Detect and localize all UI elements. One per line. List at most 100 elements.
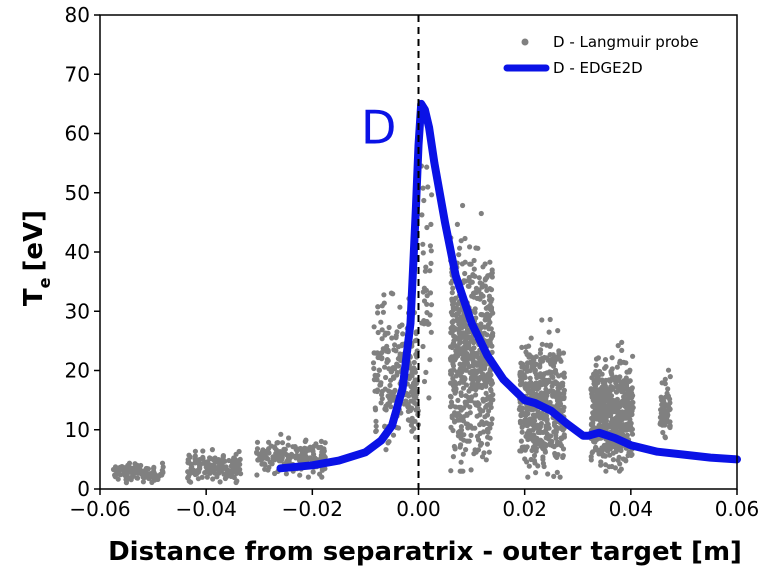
probe-point — [456, 252, 462, 258]
probe-point — [471, 345, 477, 351]
probe-point — [530, 406, 536, 413]
probe-point — [427, 268, 433, 274]
probe-point — [423, 264, 429, 270]
probe-point — [537, 424, 544, 430]
probe-point — [525, 474, 531, 480]
probe-point — [237, 461, 243, 467]
probe-point — [595, 355, 602, 361]
probe-point — [380, 309, 386, 315]
probe-point — [487, 259, 493, 265]
probe-point — [295, 446, 301, 452]
probe-point — [374, 387, 381, 393]
probe-point — [375, 329, 381, 336]
probe-point — [373, 418, 379, 424]
probe-point — [370, 360, 377, 366]
probe-point — [119, 464, 125, 470]
probe-point — [377, 382, 383, 388]
probe-point — [517, 418, 524, 424]
probe-scatter-layer — [110, 163, 673, 486]
probe-point — [387, 382, 393, 388]
probe-point — [471, 294, 477, 300]
probe-point — [455, 353, 461, 359]
x-tick-label: 0.04 — [609, 497, 654, 521]
probe-point — [488, 388, 494, 394]
probe-point — [468, 467, 474, 473]
probe-point — [424, 318, 430, 325]
probe-point — [149, 479, 155, 485]
probe-point — [531, 412, 538, 418]
probe-point — [608, 393, 615, 399]
probe-point — [662, 435, 669, 441]
probe-point — [471, 266, 477, 272]
probe-point — [605, 403, 611, 409]
probe-point — [594, 399, 600, 405]
probe-point — [482, 380, 489, 386]
probe-point — [528, 456, 534, 463]
probe-point — [419, 212, 425, 218]
probe-point — [428, 221, 434, 227]
probe-point — [483, 420, 489, 426]
probe-point — [409, 428, 415, 434]
probe-point — [549, 373, 555, 379]
legend-label-probe: D - Langmuir probe — [553, 33, 699, 51]
probe-point — [283, 471, 289, 477]
probe-point — [665, 367, 672, 373]
y-axis-label-sub: e — [35, 277, 54, 288]
probe-point — [188, 479, 194, 485]
probe-point — [468, 337, 474, 343]
probe-point — [558, 425, 564, 431]
probe-point — [381, 300, 387, 306]
probe-point — [522, 374, 528, 381]
probe-point — [464, 412, 470, 418]
probe-point — [533, 386, 540, 392]
y-tick-label: 0 — [77, 477, 90, 501]
y-tick-label: 10 — [65, 418, 90, 442]
probe-point — [622, 403, 628, 409]
probe-point — [455, 397, 461, 403]
probe-point — [560, 350, 567, 356]
probe-point — [463, 421, 469, 427]
probe-point — [519, 364, 525, 370]
probe-point — [518, 438, 525, 444]
probe-point — [391, 389, 397, 395]
probe-point — [628, 395, 634, 401]
probe-point — [554, 380, 560, 386]
probe-point — [599, 384, 605, 390]
probe-point — [661, 405, 667, 411]
probe-point — [543, 423, 549, 429]
probe-point — [624, 391, 630, 397]
probe-point — [462, 321, 468, 327]
probe-point — [268, 443, 274, 449]
probe-point — [426, 395, 432, 401]
probe-point — [454, 336, 460, 342]
probe-point — [588, 422, 595, 428]
probe-point — [408, 422, 414, 428]
probe-point — [557, 474, 563, 480]
probe-point — [489, 267, 495, 273]
probe-point — [626, 369, 632, 375]
probe-point — [383, 374, 389, 381]
probe-point — [390, 432, 397, 438]
probe-point — [629, 385, 635, 391]
probe-point — [385, 358, 391, 364]
probe-point — [517, 404, 523, 410]
legend: D - Langmuir probe D - EDGE2D — [503, 33, 699, 77]
probe-point — [486, 326, 492, 332]
probe-point — [210, 476, 216, 482]
probe-point — [487, 319, 493, 325]
probe-point — [218, 465, 224, 471]
probe-point — [458, 468, 464, 474]
probe-point — [456, 380, 462, 386]
probe-point — [231, 455, 237, 461]
probe-point — [399, 322, 405, 328]
probe-point — [553, 454, 559, 460]
probe-point — [551, 422, 558, 428]
probe-point — [322, 440, 328, 446]
probe-point — [481, 330, 488, 336]
probe-point — [478, 441, 485, 447]
probe-point — [485, 429, 491, 435]
probe-point — [561, 374, 568, 380]
probe-point — [448, 280, 454, 286]
probe-point — [458, 407, 464, 413]
probe-point — [188, 469, 194, 475]
